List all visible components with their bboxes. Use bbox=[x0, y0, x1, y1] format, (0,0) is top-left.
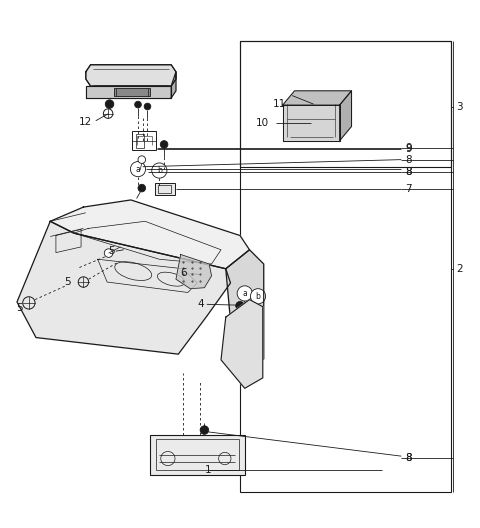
Polygon shape bbox=[283, 91, 351, 105]
Text: 9: 9 bbox=[405, 144, 412, 154]
Circle shape bbox=[251, 289, 265, 304]
Bar bbox=[240, 41, 451, 167]
Polygon shape bbox=[171, 72, 176, 98]
Circle shape bbox=[138, 184, 145, 192]
Text: a: a bbox=[136, 165, 140, 174]
Polygon shape bbox=[17, 221, 230, 354]
Text: 8: 8 bbox=[405, 155, 412, 165]
Circle shape bbox=[138, 156, 145, 164]
Text: 5: 5 bbox=[108, 246, 115, 256]
Text: 5: 5 bbox=[64, 277, 71, 287]
Circle shape bbox=[144, 103, 151, 110]
Text: 11: 11 bbox=[273, 99, 287, 109]
Bar bbox=[150, 435, 245, 475]
Circle shape bbox=[160, 140, 168, 148]
Bar bbox=[156, 439, 239, 470]
Bar bbox=[158, 185, 171, 193]
Circle shape bbox=[131, 162, 145, 177]
Circle shape bbox=[104, 249, 113, 257]
Text: a: a bbox=[242, 289, 247, 298]
Text: 12: 12 bbox=[79, 117, 92, 127]
Bar bbox=[155, 183, 175, 195]
Bar bbox=[240, 41, 451, 492]
Polygon shape bbox=[221, 299, 263, 388]
Polygon shape bbox=[226, 250, 264, 373]
Text: 1: 1 bbox=[204, 465, 211, 475]
Circle shape bbox=[152, 163, 167, 178]
Text: 7: 7 bbox=[405, 184, 412, 194]
Text: 8: 8 bbox=[405, 452, 412, 463]
Circle shape bbox=[105, 100, 114, 108]
Text: 9: 9 bbox=[405, 143, 412, 153]
Polygon shape bbox=[86, 86, 171, 98]
Circle shape bbox=[236, 301, 244, 310]
Polygon shape bbox=[340, 91, 351, 140]
Text: 8: 8 bbox=[405, 167, 412, 177]
Text: 4: 4 bbox=[197, 299, 204, 309]
Circle shape bbox=[135, 101, 141, 108]
Polygon shape bbox=[283, 105, 340, 140]
Polygon shape bbox=[50, 200, 250, 269]
Polygon shape bbox=[176, 254, 212, 289]
Text: 10: 10 bbox=[255, 118, 268, 128]
Bar bbox=[114, 88, 150, 96]
Circle shape bbox=[237, 286, 252, 301]
Text: 8: 8 bbox=[405, 167, 412, 177]
Text: 2: 2 bbox=[456, 264, 463, 274]
Text: 3: 3 bbox=[456, 102, 463, 112]
Text: b: b bbox=[157, 166, 162, 175]
Polygon shape bbox=[86, 65, 176, 86]
Text: b: b bbox=[255, 292, 261, 301]
Text: 6: 6 bbox=[180, 269, 187, 278]
Circle shape bbox=[200, 426, 209, 435]
Text: 5: 5 bbox=[16, 303, 23, 313]
Bar bbox=[132, 131, 156, 150]
Text: 8: 8 bbox=[405, 452, 412, 463]
Bar bbox=[136, 134, 144, 148]
